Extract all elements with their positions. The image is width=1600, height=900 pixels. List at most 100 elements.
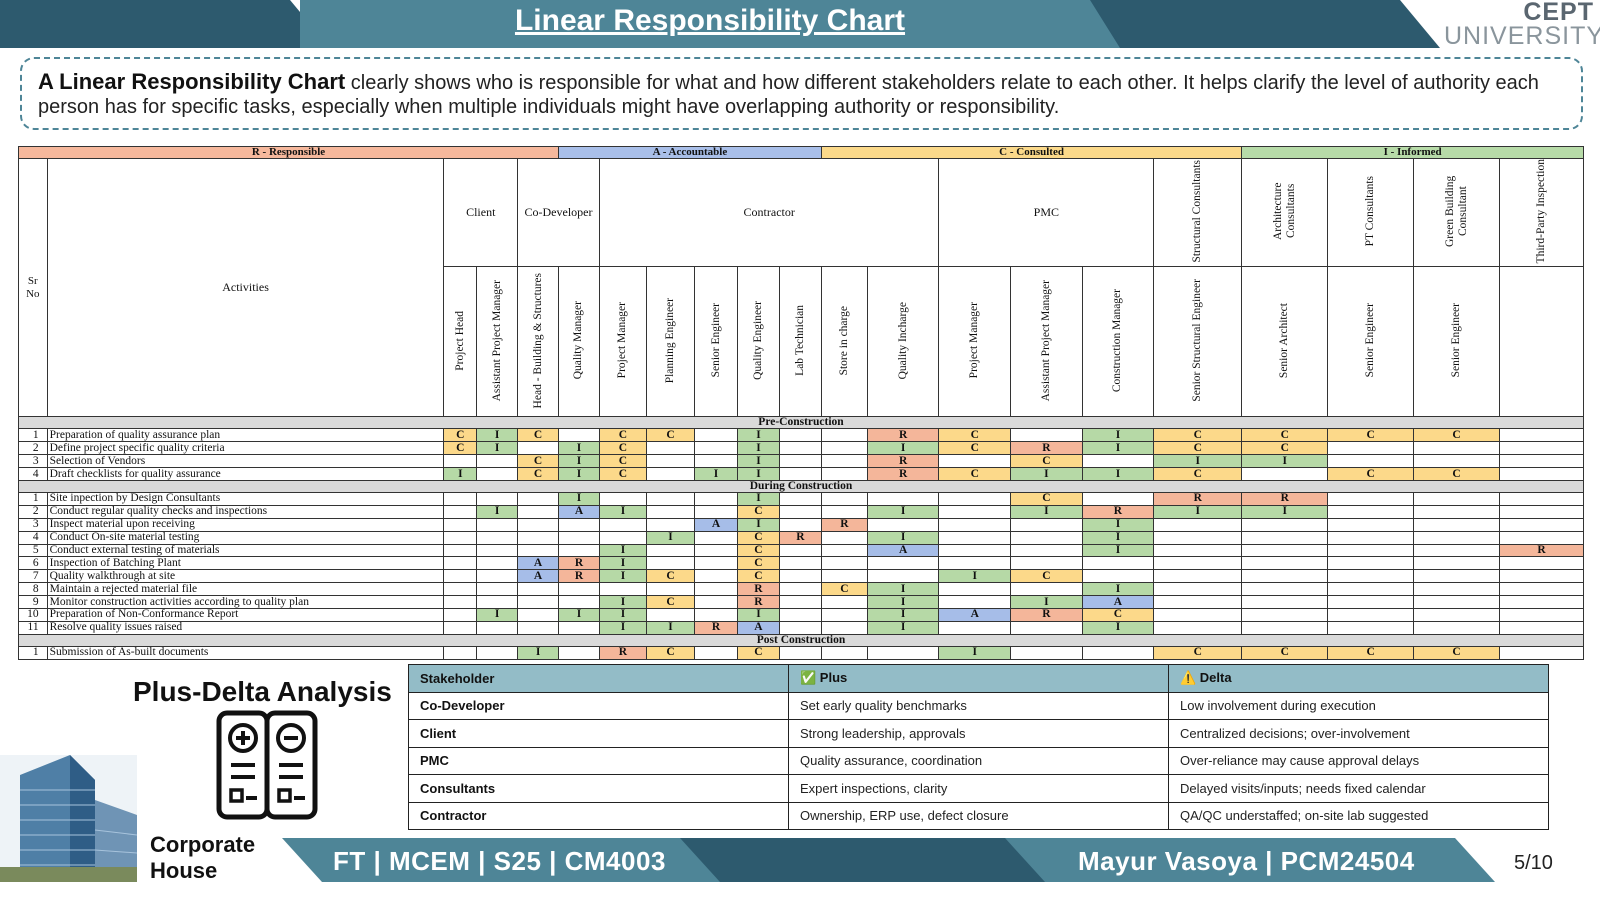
raci-cell — [1498, 517, 1585, 532]
raci-cell — [778, 582, 822, 597]
group-green: Green Building Consultant — [1413, 157, 1500, 268]
role-header: Head - Building & Structures — [517, 266, 560, 418]
raci-cell — [778, 517, 822, 532]
raci-cell — [443, 645, 478, 660]
raci-cell: I — [866, 608, 940, 622]
stakeholder-cell: Consultants — [408, 774, 789, 803]
sr-no: 7 — [18, 569, 48, 584]
raci-cell: I — [938, 645, 1012, 660]
raci-cell: C — [1081, 608, 1155, 622]
raci-cell: C — [737, 504, 780, 519]
activity-row: 7 Quality walkthrough at site A R I C C I C — [18, 569, 1585, 584]
raci-cell — [820, 428, 868, 443]
activity-name: Preparation of quality assurance plan — [46, 428, 445, 443]
group-pt: PT Consultants — [1327, 157, 1415, 268]
activity-row: 1 Site inpection by Design Consultants I I C… — [18, 492, 1585, 506]
raci-cell: C — [1241, 428, 1329, 443]
role-label: Planning Engineer — [664, 297, 677, 384]
raci-cell — [476, 645, 519, 660]
raci-cell: I — [558, 467, 600, 481]
role-label: Assistant Project Manager — [490, 279, 503, 402]
raci-cell — [938, 620, 1012, 635]
raci-cell — [1498, 556, 1585, 571]
stakeholder-cell: Co-Developer — [408, 691, 789, 720]
raci-cell — [1153, 556, 1243, 571]
raci-cell: A — [517, 556, 560, 571]
activity-name: Submission of As-built documents — [46, 645, 445, 660]
activity-row: 3 Selection of Vendors C I C I R C I I — [18, 454, 1585, 469]
group-pt-text: PT Consultants — [1364, 176, 1377, 247]
activity-name: Draft checklists for quality assurance — [46, 467, 445, 481]
role-header: Senior Engineer — [694, 266, 738, 418]
sr-no: 6 — [18, 556, 48, 571]
raci-cell — [778, 569, 822, 584]
raci-cell — [820, 467, 868, 481]
raci-cell — [694, 645, 738, 660]
raci-cell: I — [1241, 504, 1329, 519]
raci-cell — [517, 517, 560, 532]
raci-cell — [476, 595, 519, 610]
raci-cell — [645, 608, 696, 622]
section-title: Pre-Construction — [18, 416, 1584, 430]
raci-cell: I — [558, 492, 600, 506]
raci-cell: R — [1081, 504, 1155, 519]
role-header: Project Manager — [938, 266, 1012, 418]
raci-cell: R — [737, 582, 780, 597]
office-building-photo — [0, 755, 137, 882]
group-codev: Co-Developer — [517, 157, 600, 268]
role-header: Quality Manager — [558, 266, 600, 418]
raci-cell: C — [1413, 645, 1500, 660]
header-mid-shape — [300, 0, 1120, 48]
role-label: Store in charge — [837, 305, 850, 376]
raci-cell: C — [1327, 428, 1415, 443]
raci-cell — [1241, 556, 1329, 571]
group-contractor: Contractor — [598, 157, 940, 268]
raci-cell — [1241, 595, 1329, 610]
sr-no: 1 — [18, 428, 48, 443]
raci-cell — [443, 582, 478, 597]
activity-name: Conduct regular quality checks and inspe… — [46, 504, 445, 519]
raci-cell: I — [645, 530, 696, 545]
sr-no: 11 — [18, 620, 48, 635]
raci-cell — [778, 441, 822, 456]
raci-cell — [1413, 608, 1500, 622]
raci-cell: C — [645, 595, 696, 610]
raci-cell — [866, 556, 940, 571]
lrc-table-wrap: R - Responsible A - Accountable C - Cons… — [17, 146, 1585, 660]
raci-cell — [645, 582, 696, 597]
raci-cell — [1081, 556, 1155, 571]
raci-cell: C — [598, 454, 647, 469]
section-title: During Construction — [18, 480, 1584, 493]
activity-name: Site inpection by Design Consultants — [46, 492, 445, 506]
raci-cell: C — [737, 569, 780, 584]
raci-cell — [1241, 467, 1329, 481]
sr-no: 2 — [18, 441, 48, 456]
raci-cell: C — [645, 645, 696, 660]
role-label: Project Head — [453, 310, 466, 371]
raci-cell — [1413, 492, 1500, 506]
raci-cell: I — [476, 428, 519, 443]
raci-cell — [476, 569, 519, 584]
activity-row: 2 Conduct regular quality checks and insp… — [18, 504, 1585, 519]
raci-cell — [476, 517, 519, 532]
raci-cell: I — [938, 569, 1012, 584]
raci-cell — [938, 492, 1012, 506]
raci-cell — [1153, 595, 1243, 610]
raci-cell — [558, 517, 600, 532]
raci-cell — [694, 504, 738, 519]
raci-cell: C — [1413, 428, 1500, 443]
raci-cell: A — [938, 608, 1012, 622]
raci-cell — [938, 595, 1012, 610]
footer-band — [0, 838, 1600, 882]
raci-cell — [1010, 543, 1083, 558]
raci-cell — [694, 428, 738, 443]
raci-cell — [1413, 441, 1500, 456]
raci-cell: C — [1153, 428, 1243, 443]
raci-cell — [476, 530, 519, 545]
activity-name: Inspect material upon receiving — [46, 517, 445, 532]
raci-cell — [1153, 620, 1243, 635]
raci-cell — [694, 454, 738, 469]
raci-cell — [558, 530, 600, 545]
sr-no: 3 — [18, 517, 48, 532]
raci-cell — [1498, 645, 1585, 660]
